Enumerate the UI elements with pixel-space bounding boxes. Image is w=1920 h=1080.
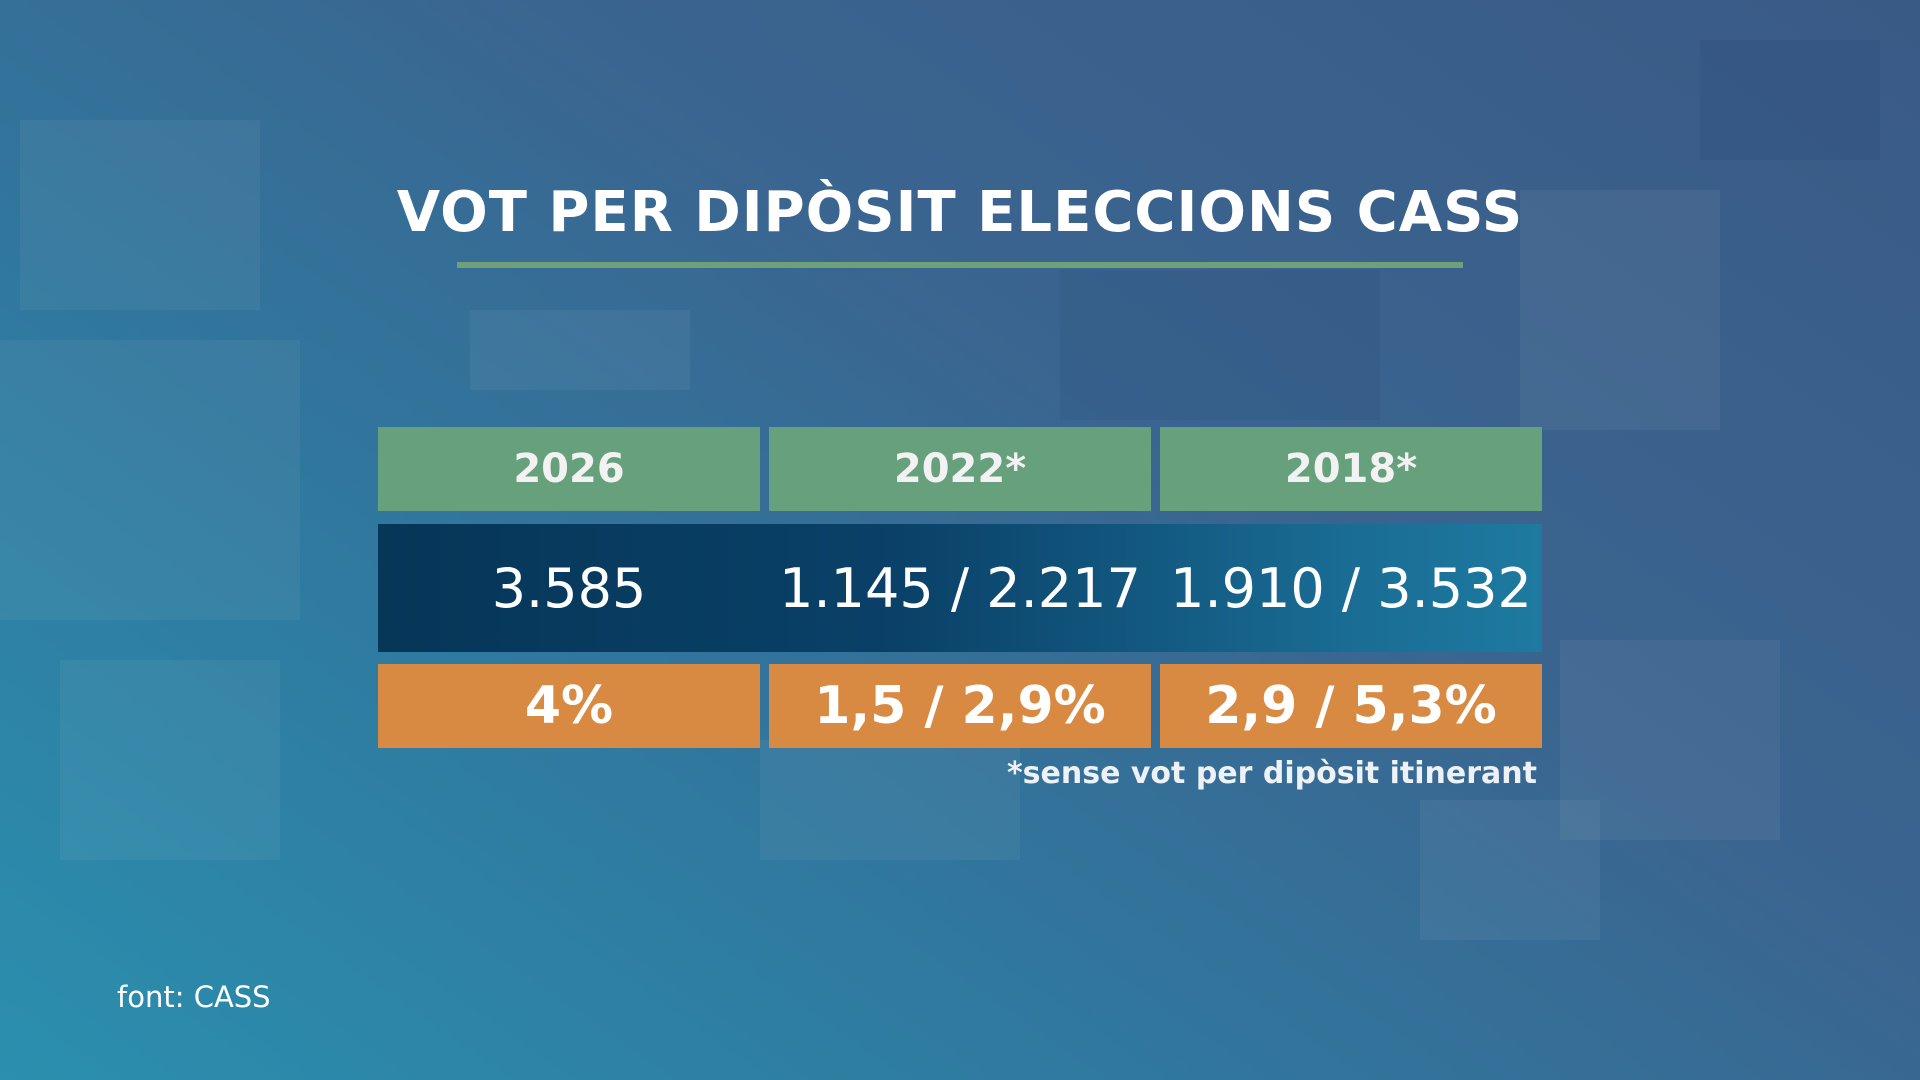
background-tile [0,340,300,620]
title-underline [457,262,1463,268]
percent-cell-2026: 4% [378,664,760,748]
header-cell-2026: 2026 [378,427,760,511]
background-tile [20,120,260,310]
table-header-row: 2026 2022* 2018* [378,427,1542,511]
source-credit: font: CASS [117,980,271,1014]
background-tile [1560,640,1780,840]
background-tile [1060,270,1380,420]
background-tile [60,660,280,860]
background-tile [1420,800,1600,940]
table-percent-row: 4% 1,5 / 2,9% 2,9 / 5,3% [378,664,1542,748]
value-cell-2018: 1.910 / 3.532 [1170,556,1532,620]
percent-cell-2018: 2,9 / 5,3% [1160,664,1542,748]
page-title: VOT PER DIPÒSIT ELECCIONS CASS [396,180,1524,245]
footnote: *sense vot per dipòsit itinerant [1006,756,1537,791]
background-tile [760,740,1020,860]
background-tile [470,310,690,390]
header-cell-2022: 2022* [769,427,1151,511]
value-cell-2022: 1.145 / 2.217 [779,556,1141,620]
header-cell-2018: 2018* [1160,427,1542,511]
table-values-row: 3.585 1.145 / 2.217 1.910 / 3.532 [378,524,1542,652]
background-tile [1700,40,1880,160]
background-tile [1520,190,1720,430]
percent-cell-2022: 1,5 / 2,9% [769,664,1151,748]
value-cell-2026: 3.585 [491,556,647,620]
